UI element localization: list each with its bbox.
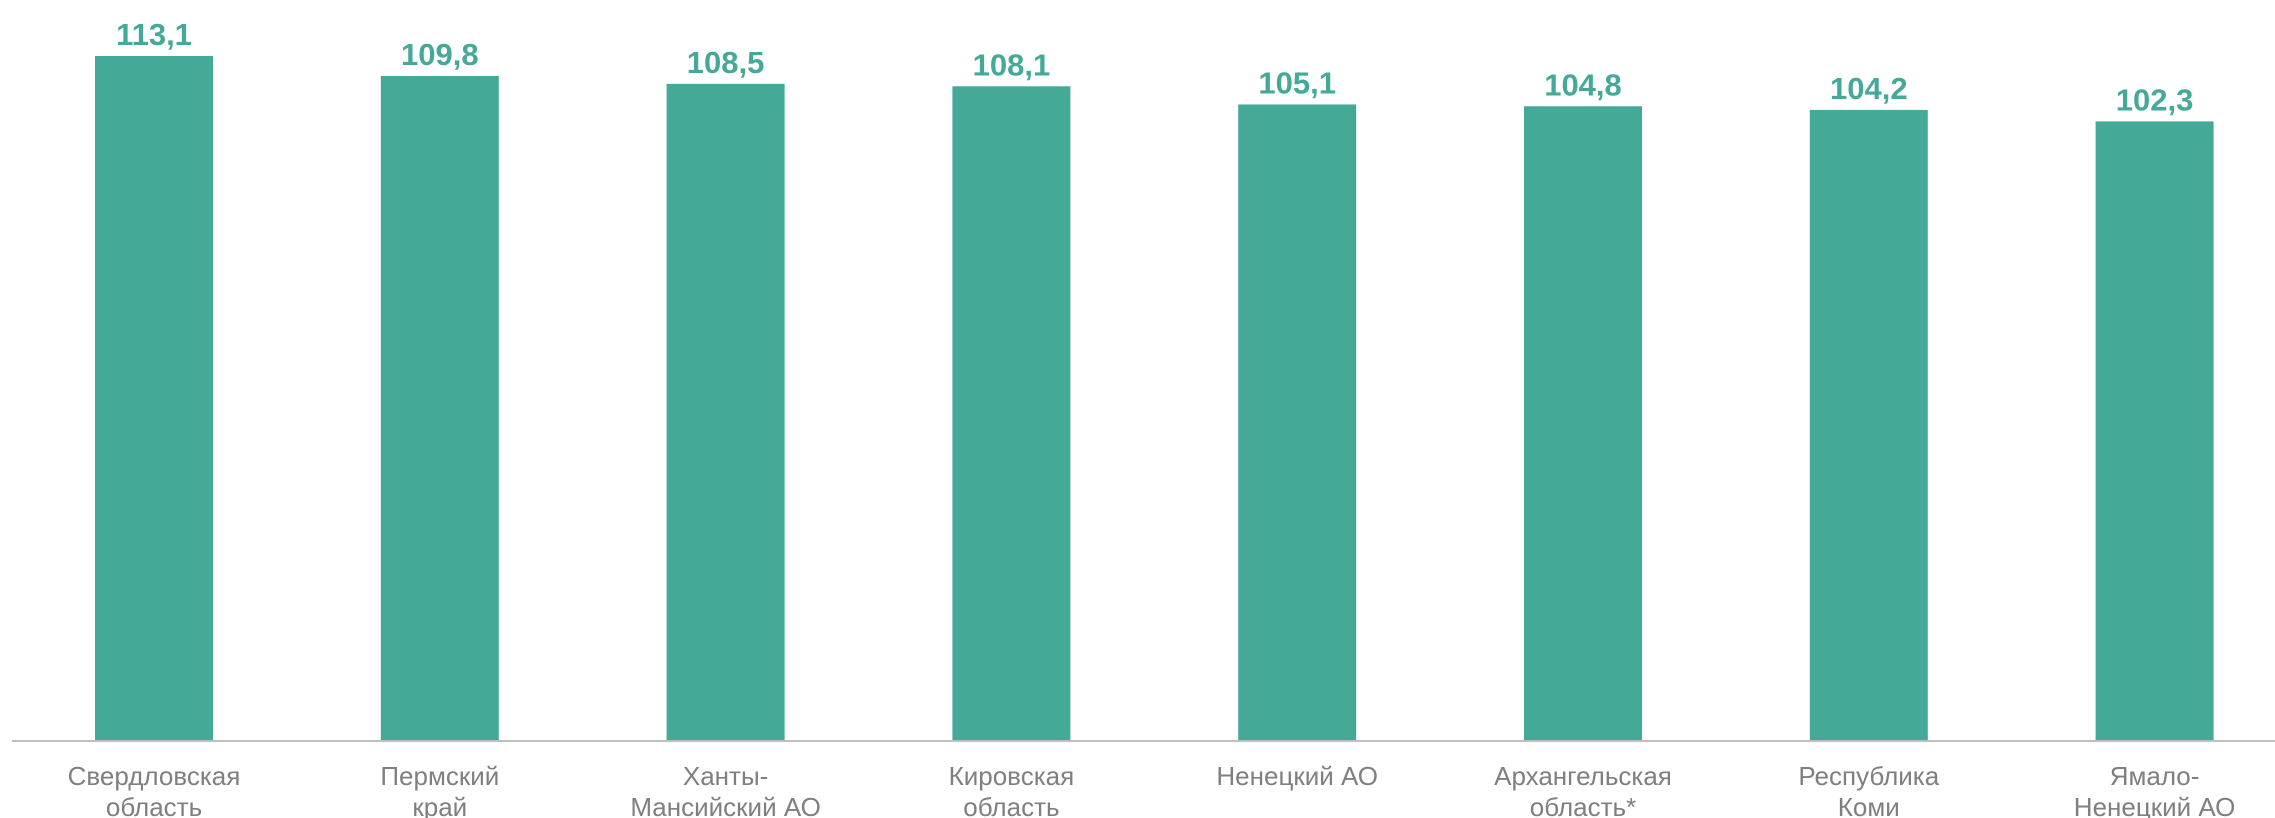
- bar-4: [952, 86, 1071, 741]
- category-label-3-line-2: Мансийский АО: [630, 792, 820, 818]
- category-label-8-line-1: Ямало-: [2110, 761, 2200, 791]
- bar-1: [95, 56, 213, 741]
- value-label-6: 104,8: [1544, 67, 1622, 102]
- category-label-6-line-2: область*: [1530, 792, 1636, 818]
- category-label-1-line-1: Свердловская: [68, 761, 241, 791]
- bar-8: [2095, 121, 2214, 742]
- value-label-3: 108,5: [687, 45, 765, 80]
- category-label-4-line-1: Кировская: [949, 761, 1075, 791]
- category-label-6-line-1: Архангельская: [1494, 761, 1672, 791]
- value-labels-group: 113,1 109,8 108,5 108,1 105,1 104,8 104,2 102,3: [116, 17, 2193, 117]
- bars-group: [95, 56, 2214, 742]
- value-label-1: 113,1: [116, 17, 192, 52]
- category-label-3-line-1: Ханты-: [683, 761, 768, 791]
- value-label-2: 109,8: [401, 37, 479, 72]
- value-label-5: 105,1: [1258, 65, 1336, 100]
- bar-6: [1524, 106, 1642, 742]
- category-label-7-line-1: Республика: [1798, 761, 1939, 791]
- value-label-8: 102,3: [2116, 82, 2194, 117]
- bar-3: [666, 83, 785, 742]
- bar-5: [1238, 104, 1357, 741]
- category-label-1-line-2: область: [106, 792, 202, 818]
- category-label-7-line-2: Коми: [1838, 792, 1900, 818]
- category-label-2-line-2: край: [412, 792, 467, 818]
- value-label-4: 108,1: [973, 47, 1051, 82]
- value-label-7: 104,2: [1830, 71, 1908, 106]
- bar-7: [1809, 109, 1928, 741]
- bar-2: [380, 75, 499, 741]
- category-label-8-line-2: Ненецкий АО: [2074, 792, 2236, 818]
- category-labels-group: СвердловскаяобластьПермскийкрайХанты-Ман…: [68, 761, 2236, 818]
- category-label-2-line-1: Пермский: [380, 761, 499, 791]
- category-label-5-line-1: Ненецкий АО: [1216, 761, 1378, 791]
- category-label-4-line-2: область: [963, 792, 1059, 818]
